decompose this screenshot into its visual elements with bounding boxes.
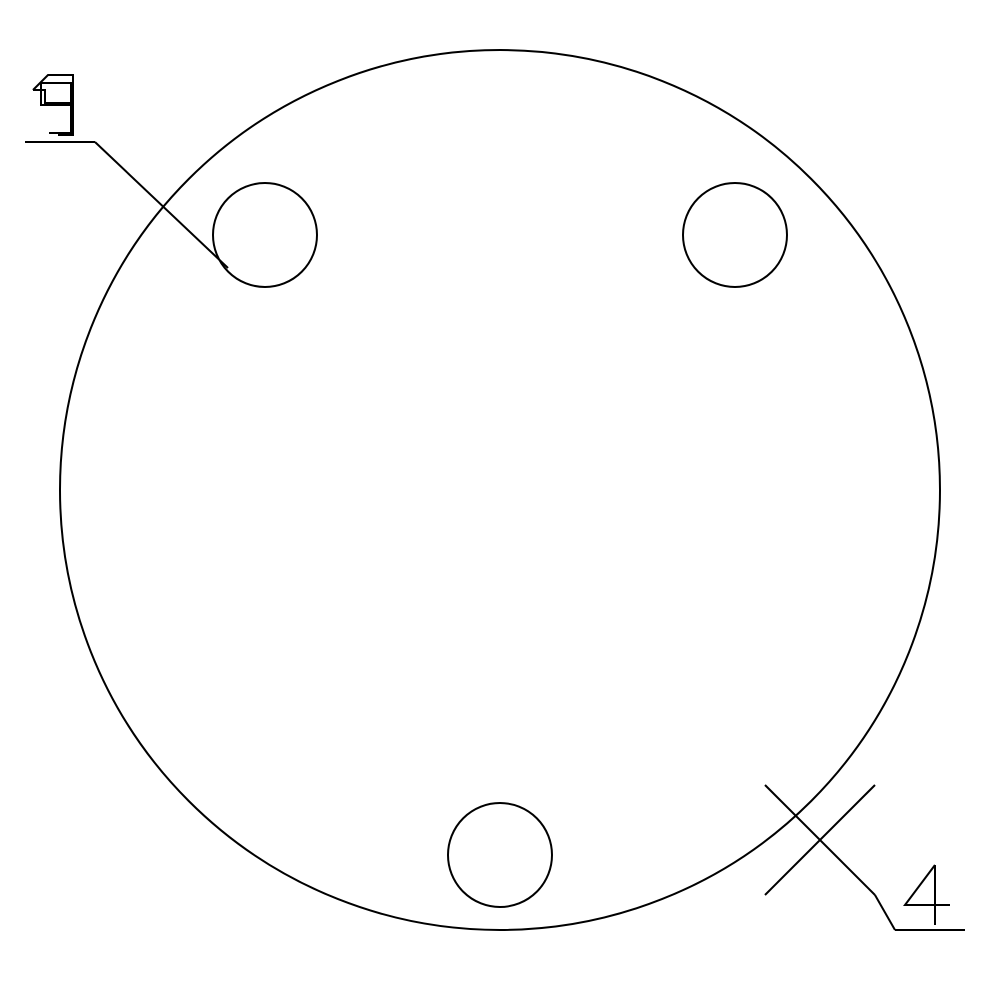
- small-circle-bottom: [448, 803, 552, 907]
- diagram-svg: [0, 0, 1000, 990]
- callout-4-leader: [875, 895, 895, 930]
- small-circle-top-left: [213, 183, 317, 287]
- small-circle-top-right: [683, 183, 787, 287]
- main-circle: [60, 50, 940, 930]
